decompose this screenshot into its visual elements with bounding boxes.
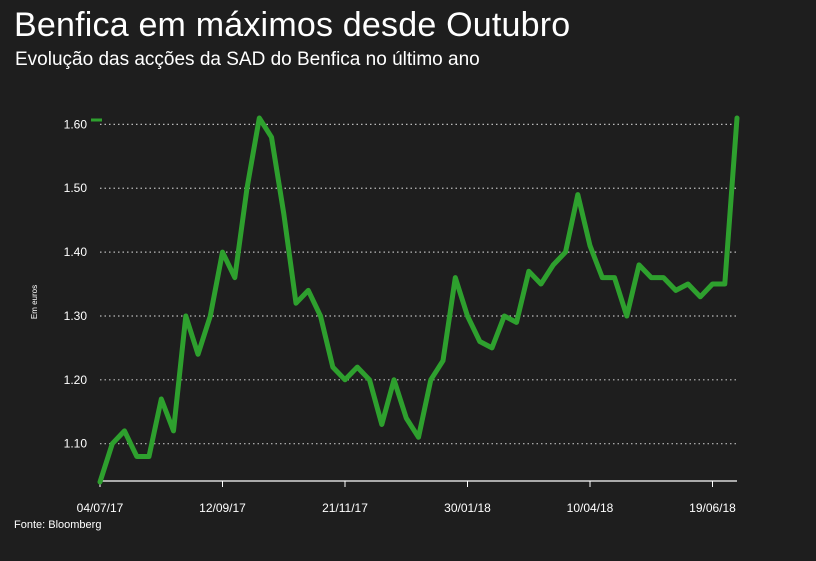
series-line: [97, 115, 740, 485]
x-tick-label: 12/09/17: [199, 501, 246, 515]
y-axis-ticks: 1.10 1.20 1.30 1.40 1.50 1.60: [64, 117, 88, 450]
y-tick-label: 1.50: [64, 181, 88, 195]
x-axis-ticks: 04/07/17 12/09/17 21/11/17 30/01/18 10/04/18…: [77, 481, 736, 515]
gridlines: [100, 123, 737, 445]
chart-title: Benfica em máximos desde Outubro: [14, 6, 571, 44]
chart-source: Fonte: Bloomberg: [14, 519, 102, 531]
x-tick-label: 04/07/17: [77, 501, 124, 515]
chart-subtitle: Evolução das acções da SAD do Benfica no…: [15, 49, 480, 70]
y-tick-label: 1.30: [64, 309, 88, 323]
x-tick-label: 19/06/18: [689, 501, 736, 515]
x-tick-label: 21/11/17: [322, 501, 368, 515]
y-tick-label: 1.10: [64, 437, 88, 451]
x-tick-label: 10/04/18: [567, 501, 614, 515]
y-tick-label: 1.40: [64, 245, 88, 259]
y-axis-label: Em euros: [30, 285, 39, 319]
y-tick-label: 1.60: [64, 117, 88, 131]
y-tick-label: 1.20: [64, 373, 88, 387]
x-tick-label: 30/01/18: [444, 501, 491, 515]
